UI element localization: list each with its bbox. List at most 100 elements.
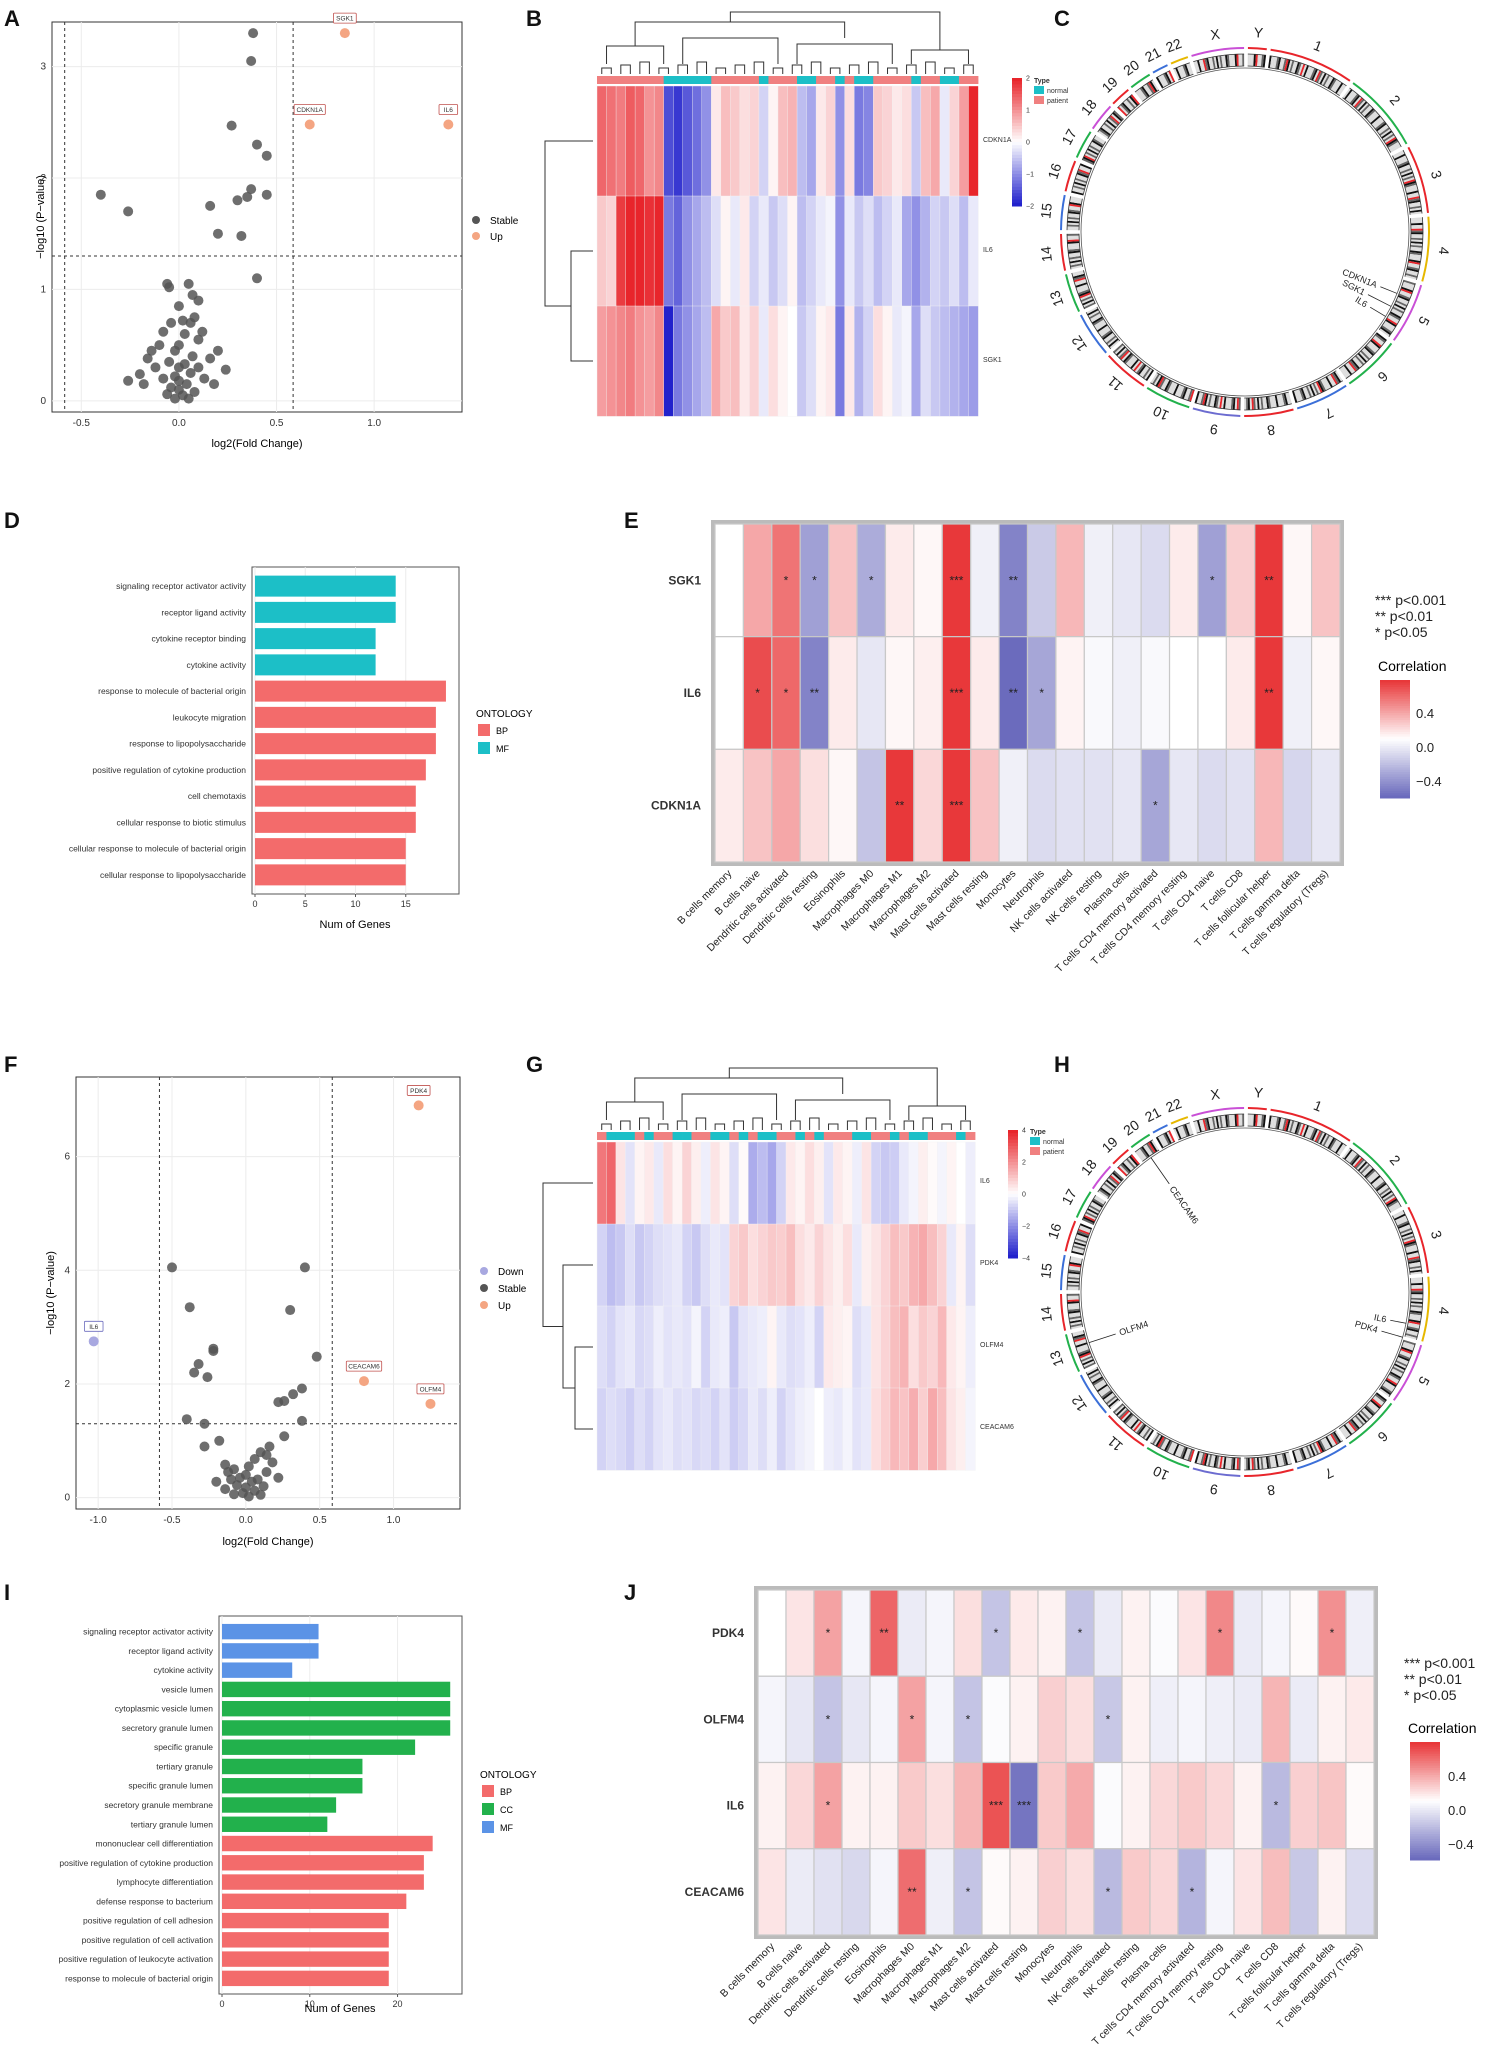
chromosome-band bbox=[1087, 1208, 1099, 1216]
scale-step bbox=[1008, 1219, 1018, 1224]
dendrogram-branch bbox=[753, 61, 765, 74]
term-label: cytokine activity bbox=[153, 1665, 213, 1675]
type-cell bbox=[787, 76, 798, 84]
heatmap-cell bbox=[625, 195, 636, 307]
panel-b-heatmap: CDKN1A IL6 SGK1 210−1−2 Type normal pati… bbox=[544, 11, 1069, 417]
panel-i-legend-cc-swatch bbox=[482, 1803, 494, 1815]
heatmap-cell bbox=[596, 1387, 608, 1471]
chromosome-band bbox=[1333, 1431, 1342, 1443]
heatmap-cell bbox=[863, 85, 874, 197]
chromosome-band bbox=[1193, 61, 1199, 74]
chromosome-band bbox=[1364, 1406, 1375, 1416]
heatmap-cell bbox=[711, 195, 722, 307]
color-bar-step bbox=[1410, 1829, 1440, 1833]
row-label: CDKN1A bbox=[651, 799, 701, 813]
significance-star: * bbox=[1190, 1885, 1195, 1899]
heatmap-cell bbox=[930, 85, 941, 197]
heatmap-cell bbox=[606, 1305, 617, 1389]
chromosome-band bbox=[1396, 158, 1409, 166]
point-stable bbox=[173, 301, 184, 312]
point-stable bbox=[193, 1359, 204, 1370]
chromosome-band bbox=[1312, 1442, 1320, 1455]
chromosome-band bbox=[1399, 1227, 1412, 1234]
heatmap-cell bbox=[842, 1305, 853, 1389]
type-cell bbox=[804, 1132, 815, 1140]
correlation-cell bbox=[1233, 1589, 1263, 1677]
significance-star: * bbox=[1330, 1626, 1335, 1640]
chromosome-band bbox=[1158, 377, 1167, 389]
heatmap-cell bbox=[949, 85, 960, 197]
chromosome-band bbox=[1326, 1435, 1335, 1447]
point-up bbox=[443, 119, 454, 130]
chromosome-label: 19 bbox=[1099, 73, 1121, 95]
chromosome-band bbox=[1162, 73, 1171, 85]
chromosome-band bbox=[1396, 1358, 1409, 1366]
color-bar-step bbox=[1380, 724, 1410, 728]
panel-i-legend-bp-swatch bbox=[482, 1785, 494, 1797]
chromosome-band bbox=[1194, 1451, 1200, 1464]
chromosome-band bbox=[1104, 1394, 1116, 1403]
chromosome-outer-arc bbox=[1079, 1374, 1107, 1414]
chromosome-edge bbox=[1085, 1372, 1112, 1410]
chromosome-outer-arc bbox=[1407, 146, 1429, 213]
point-stable bbox=[208, 1345, 219, 1356]
chromosome-band bbox=[1333, 81, 1342, 93]
chromosome-band bbox=[1400, 169, 1413, 176]
heatmap-cell bbox=[927, 1305, 938, 1389]
correlation-cell bbox=[1009, 1848, 1039, 1936]
chromosome-band bbox=[1103, 1182, 1115, 1192]
chromosome-band bbox=[1187, 1449, 1193, 1462]
heatmap-cell bbox=[720, 305, 731, 417]
chromosome-band bbox=[1402, 1341, 1415, 1348]
chromosome-band bbox=[1314, 1130, 1322, 1143]
chromosome-band bbox=[1370, 339, 1381, 349]
panel-i-legend-mf: MF bbox=[500, 1823, 513, 1833]
chromosome-band bbox=[1402, 283, 1415, 289]
chromosome-edge bbox=[1082, 167, 1093, 196]
type-cell bbox=[889, 1132, 900, 1140]
heatmap-cell bbox=[806, 85, 817, 197]
chromosome-label: 14 bbox=[1037, 1305, 1055, 1322]
dendrogram-branch bbox=[562, 1264, 593, 1389]
chromosome-band bbox=[1097, 1385, 1109, 1394]
correlation-cell bbox=[1345, 1848, 1375, 1936]
chromosome-band bbox=[1358, 351, 1369, 362]
point-stable bbox=[311, 1351, 322, 1362]
chromosome-band bbox=[1299, 1123, 1306, 1136]
chromosome-outer-arc bbox=[1348, 1402, 1393, 1445]
heatmap-cell bbox=[930, 305, 941, 417]
chromosome-band bbox=[1147, 1141, 1156, 1153]
scale-step bbox=[1012, 183, 1022, 188]
heatmap-cell bbox=[615, 1141, 626, 1225]
color-bar-step bbox=[1410, 1808, 1440, 1811]
chromosome-band bbox=[1375, 122, 1387, 132]
chromosome-band bbox=[1167, 381, 1175, 394]
type-cell bbox=[949, 76, 960, 84]
scale-step bbox=[1012, 148, 1022, 153]
chromosome-band bbox=[1083, 1216, 1095, 1224]
chromosome-band bbox=[1309, 68, 1317, 80]
heatmap-cell bbox=[899, 1223, 910, 1307]
chromosome-band bbox=[1139, 87, 1149, 99]
point-up bbox=[359, 1376, 369, 1387]
panel-a-legend-stable-dot bbox=[472, 216, 480, 224]
chromosome-band bbox=[1372, 1178, 1384, 1188]
heatmap-cell bbox=[958, 305, 970, 417]
correlation-cell bbox=[1317, 1675, 1347, 1764]
color-bar-step bbox=[1410, 1824, 1440, 1828]
correlation-cell bbox=[1121, 1589, 1151, 1677]
chromosome-band bbox=[1128, 1417, 1138, 1428]
gene-label-box bbox=[345, 1360, 383, 1372]
significance-star: * bbox=[994, 1626, 999, 1640]
chromosome-band bbox=[1314, 70, 1322, 83]
chromosome-band bbox=[1077, 289, 1090, 295]
chromosome-edge bbox=[1247, 65, 1265, 68]
heatmap-cell bbox=[748, 1141, 759, 1225]
chromosome-band bbox=[1352, 1417, 1362, 1428]
type-cell bbox=[701, 76, 712, 84]
term-label: cytokine activity bbox=[186, 660, 246, 670]
chromosome-band bbox=[1168, 70, 1176, 83]
panel-e-cells bbox=[714, 523, 1341, 863]
